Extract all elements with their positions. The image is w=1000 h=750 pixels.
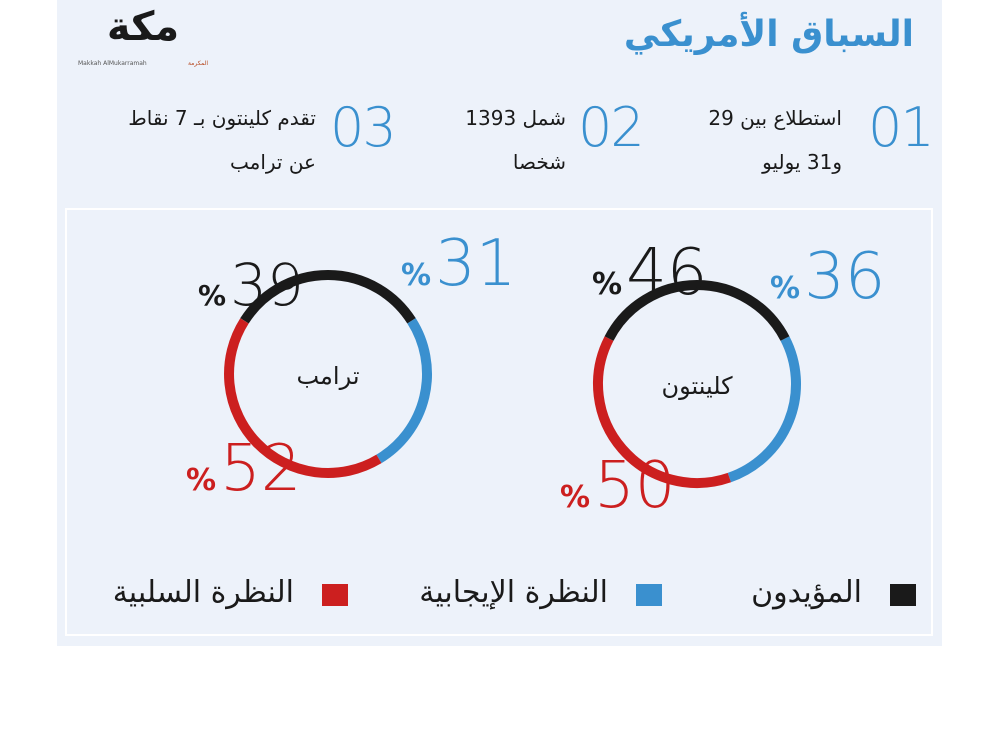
fact-line: شخصا xyxy=(512,150,566,174)
legend-positive: النظرة الإيجابية xyxy=(380,575,662,615)
fact-02: 02 شمل 1393 شخصا xyxy=(440,92,660,182)
legend-label: المؤيدون xyxy=(751,575,862,610)
fact-01: 01 استطلاع بين 29 و31 يوليو xyxy=(680,92,935,184)
value-label-supporters: %39 xyxy=(198,251,304,319)
logo-subtitle: Makkah AlMukarramah المكرمة xyxy=(78,60,208,67)
fact-line: و31 يوليو xyxy=(762,150,842,174)
donut-segment-positive xyxy=(727,336,801,483)
fact-text: استطلاع بين 29 و31 يوليو xyxy=(708,96,842,184)
value-number: 39 xyxy=(230,251,304,319)
infographic-card xyxy=(57,0,942,646)
legend-swatch xyxy=(322,584,348,606)
value-label-positive: %36 xyxy=(770,240,886,314)
percent-sign: % xyxy=(560,480,590,515)
logo-mark: مكة xyxy=(106,4,180,50)
makkah-logo: مكة Makkah AlMukarramah المكرمة xyxy=(78,4,208,70)
page-title: السباق الأمريكي xyxy=(623,14,914,55)
percent-sign: % xyxy=(770,271,800,306)
donut-center-label: ترامب xyxy=(296,362,359,390)
legend-supporters: المؤيدون xyxy=(700,575,916,615)
fact-text: شمل 1393 شخصا xyxy=(465,96,566,184)
value-number: 36 xyxy=(804,240,885,314)
legend-label: النظرة الإيجابية xyxy=(419,575,608,610)
value-label-negative: %52 xyxy=(186,432,302,506)
donut-segment-supporters xyxy=(240,270,416,324)
legend-negative: النظرة السلبية xyxy=(70,575,348,615)
donut-segment-negative xyxy=(593,336,732,488)
fact-text: تقدم كلينتون بـ 7 نقاط عن ترامب xyxy=(128,96,316,184)
legend-label: النظرة السلبية xyxy=(112,575,294,610)
fact-line: استطلاع بين 29 xyxy=(708,106,842,130)
donut-chart-2: ترامب%39 %31%52 xyxy=(186,227,517,506)
fact-number: 01 xyxy=(868,96,935,159)
donut-chart-1: كلينتون%46 %36%50 xyxy=(560,236,886,523)
value-number: 31 xyxy=(435,227,516,301)
fact-number: 02 xyxy=(578,96,645,159)
fact-number: 03 xyxy=(330,96,397,159)
donut-center-label: كلينتون xyxy=(661,372,733,400)
legend-swatch xyxy=(636,584,662,606)
donut-segment-supporters xyxy=(604,280,790,341)
value-number: 50 xyxy=(594,449,675,523)
legend-swatch xyxy=(890,584,916,606)
value-label-supporters: %46 xyxy=(592,236,708,310)
donut-segment-positive xyxy=(376,318,432,464)
logo-arabic: المكرمة xyxy=(187,60,208,67)
charts-panel xyxy=(65,208,933,636)
donut-segment-negative xyxy=(224,318,382,478)
fact-03: 03 تقدم كلينتون بـ 7 نقاط عن ترامب xyxy=(70,92,410,182)
value-label-negative: %50 xyxy=(560,449,676,523)
percent-sign: % xyxy=(198,279,226,312)
percent-sign: % xyxy=(592,267,622,302)
percent-sign: % xyxy=(401,258,431,293)
value-number: 46 xyxy=(626,236,707,310)
fact-line: تقدم كلينتون بـ 7 نقاط xyxy=(128,106,316,130)
value-label-positive: %31 xyxy=(401,227,517,301)
logo-latin: Makkah AlMukarramah xyxy=(78,60,147,67)
fact-line: شمل 1393 xyxy=(465,106,566,130)
fact-line: عن ترامب xyxy=(229,150,316,174)
percent-sign: % xyxy=(186,463,216,498)
value-number: 52 xyxy=(220,432,301,506)
